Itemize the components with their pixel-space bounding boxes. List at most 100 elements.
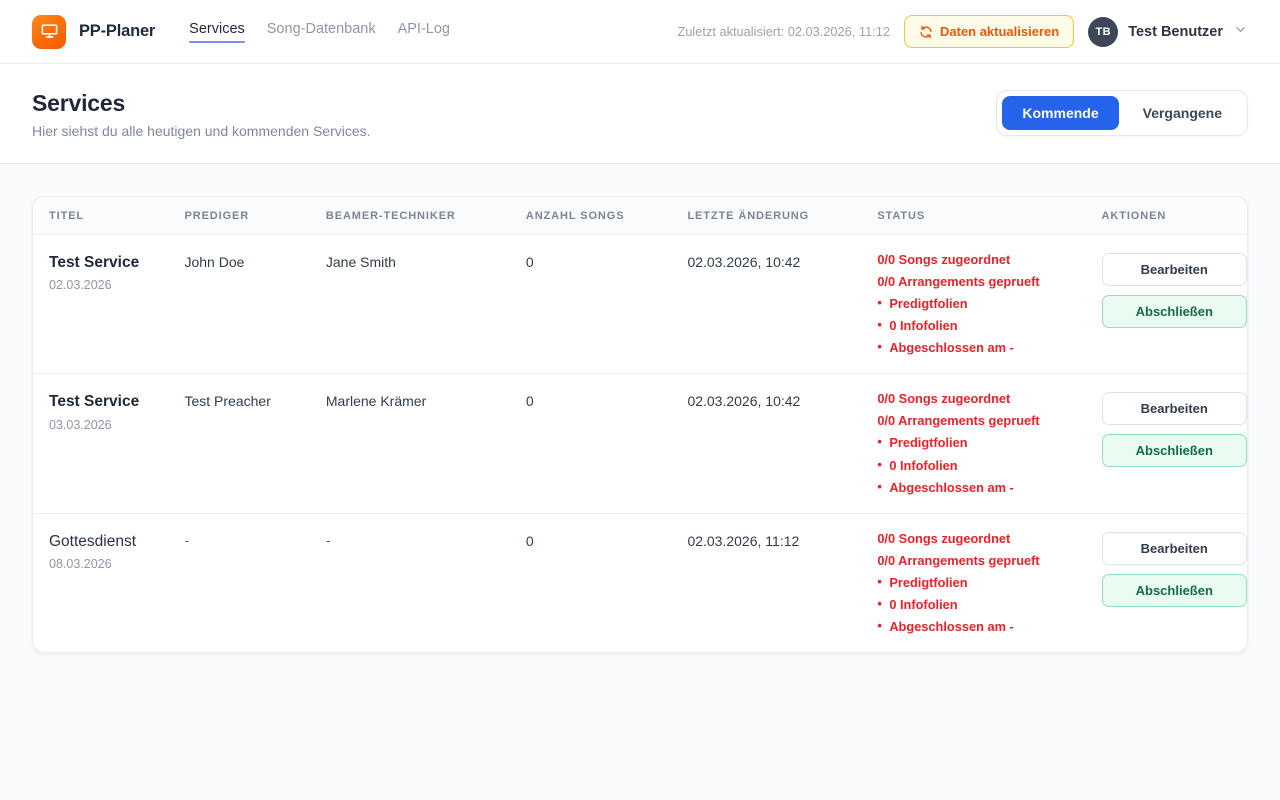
last-change-value: 02.03.2026, 10:42: [687, 393, 801, 410]
complete-button[interactable]: Abschließen: [1101, 295, 1247, 328]
filter-vergangene-button[interactable]: Vergangene: [1123, 96, 1242, 130]
row-actions: Bearbeiten Abschließen: [1101, 253, 1247, 328]
songs-count: 0: [525, 532, 534, 549]
status-infofolien: 0 Infofolien: [877, 318, 1101, 333]
last-change-value: 02.03.2026, 11:12: [687, 532, 800, 549]
user-name: Test Benutzer: [1128, 23, 1223, 40]
status-list: 0/0 Songs zugeordnet 0/0 Arrangements ge…: [877, 392, 1101, 494]
page-header: Services Hier siehst du alle heutigen un…: [0, 64, 1280, 164]
cell-status: 0/0 Songs zugeordnet 0/0 Arrangements ge…: [877, 513, 1101, 652]
main-nav: Services Song-Datenbank API-Log: [189, 21, 450, 43]
cell-status: 0/0 Songs zugeordnet 0/0 Arrangements ge…: [877, 373, 1102, 514]
page-title: Services: [32, 90, 126, 116]
brand-name: PP-Planer: [79, 22, 156, 40]
chevron-down-icon: [1233, 22, 1248, 42]
cell-prediger: -: [184, 513, 325, 652]
column-header-letzte-aenderung: LETZTE ÄNDERUNG: [687, 197, 878, 235]
status-predigtfolien: Predigtfolien: [877, 435, 1101, 450]
complete-button[interactable]: Abschließen: [1101, 573, 1247, 607]
status-infofolien: 0 Infofolien: [877, 457, 1101, 473]
table-body: Test Service 02.03.2026 John Doe Jane Sm…: [33, 234, 1247, 652]
status-predigtfolien: Predigtfolien: [877, 575, 1101, 590]
service-title: Test Service: [49, 254, 140, 271]
cell-beamer: -: [326, 513, 526, 652]
column-header-anzahl-songs: ANZAHL SONGS: [525, 197, 688, 235]
cell-aktionen: Bearbeiten Abschließen: [1101, 234, 1247, 375]
status-songs: 0/0 Songs zugeordnet: [877, 252, 1011, 267]
cell-status: 0/0 Songs zugeordnet 0/0 Arrangements ge…: [877, 234, 1102, 375]
status-songs: 0/0 Songs zugeordnet: [877, 530, 1011, 546]
cell-aktionen: Bearbeiten Abschließen: [1101, 513, 1247, 652]
column-header-beamer: BEAMER-TECHNIKER: [325, 197, 526, 235]
cell-prediger: John Doe: [184, 234, 326, 375]
beamer-value: Jane Smith: [325, 254, 396, 270]
status-arrangements: 0/0 Arrangements geprueft: [877, 552, 1040, 568]
nav-item-api-log[interactable]: API-Log: [397, 21, 450, 37]
edit-button[interactable]: Bearbeiten: [1101, 531, 1247, 565]
column-header-prediger: PREDIGER: [184, 197, 326, 235]
column-header-status: STATUS: [877, 197, 1102, 235]
cell-anzahl-songs: 0: [525, 234, 688, 375]
table-row[interactable]: Test Service 03.03.2026 Test Preacher Ma…: [33, 373, 1247, 514]
status-infofolien: 0 Infofolien: [877, 597, 1101, 612]
cell-letzte-aenderung: 02.03.2026, 11:12: [687, 513, 877, 652]
cell-letzte-aenderung: 02.03.2026, 10:42: [687, 373, 878, 514]
services-table: TITEL PREDIGER BEAMER-TECHNIKER ANZAHL S…: [33, 197, 1247, 652]
nav-item-song-datenbank[interactable]: Song-Datenbank: [266, 21, 376, 37]
refresh-button-label: Daten aktualisieren: [939, 24, 1060, 39]
service-date: 03.03.2026: [49, 417, 112, 432]
time-filter-toggle: Kommende Vergangene: [996, 90, 1248, 136]
cell-beamer: Marlene Krämer: [325, 373, 526, 514]
top-right-group: Zuletzt aktualisiert: 02.03.2026, 11:12 …: [678, 15, 1249, 48]
status-list: 0/0 Songs zugeordnet 0/0 Arrangements ge…: [877, 530, 1101, 634]
service-title: Gottesdienst: [49, 532, 137, 550]
column-header-titel: TITEL: [33, 197, 185, 235]
service-title: Test Service: [49, 393, 140, 411]
prediger-value: -: [184, 531, 190, 548]
status-arrangements: 0/0 Arrangements geprueft: [877, 413, 1040, 429]
refresh-icon: [919, 25, 933, 39]
page-subtitle: Hier siehst du alle heutigen und kommend…: [32, 123, 371, 139]
beamer-value: -: [325, 531, 331, 548]
cell-anzahl-songs: 0: [526, 513, 688, 652]
refresh-data-button[interactable]: Daten aktualisieren: [903, 15, 1075, 48]
table-header-row: TITEL PREDIGER BEAMER-TECHNIKER ANZAHL S…: [33, 197, 1247, 235]
column-header-aktionen: AKTIONEN: [1101, 197, 1247, 235]
status-arrangements: 0/0 Arrangements geprueft: [877, 274, 1040, 290]
brand[interactable]: PP-Planer: [32, 14, 156, 49]
songs-count: 0: [525, 254, 534, 270]
page-header-text: Services Hier siehst du alle heutigen un…: [32, 90, 371, 139]
filter-kommende-button[interactable]: Kommende: [1002, 96, 1119, 130]
projector-screen-icon: [32, 14, 66, 49]
cell-prediger: Test Preacher: [184, 373, 326, 514]
nav-item-services[interactable]: Services: [189, 21, 245, 43]
cell-titel: Test Service 02.03.2026: [33, 234, 185, 375]
cell-beamer: Jane Smith: [325, 234, 526, 375]
row-actions: Bearbeiten Abschließen: [1101, 531, 1247, 607]
complete-button[interactable]: Abschließen: [1101, 434, 1247, 468]
user-menu[interactable]: TB Test Benutzer: [1088, 16, 1248, 47]
table-row[interactable]: Gottesdienst 08.03.2026 - - 0 02.03.2026…: [33, 513, 1247, 652]
status-list: 0/0 Songs zugeordnet 0/0 Arrangements ge…: [877, 252, 1101, 355]
status-abgeschlossen: Abgeschlossen am -: [877, 340, 1101, 355]
edit-button[interactable]: Bearbeiten: [1101, 392, 1247, 426]
songs-count: 0: [525, 393, 534, 410]
content-area: TITEL PREDIGER BEAMER-TECHNIKER ANZAHL S…: [0, 164, 1280, 685]
prediger-value: John Doe: [184, 254, 245, 270]
cell-aktionen: Bearbeiten Abschließen: [1101, 373, 1247, 514]
table-head: TITEL PREDIGER BEAMER-TECHNIKER ANZAHL S…: [33, 197, 1247, 235]
status-abgeschlossen: Abgeschlossen am -: [877, 619, 1101, 634]
last-change-value: 02.03.2026, 10:42: [687, 254, 801, 270]
status-abgeschlossen: Abgeschlossen am -: [877, 480, 1101, 495]
edit-button[interactable]: Bearbeiten: [1101, 253, 1247, 286]
top-navigation-bar: PP-Planer Services Song-Datenbank API-Lo…: [0, 0, 1280, 64]
cell-letzte-aenderung: 02.03.2026, 10:42: [687, 234, 878, 375]
status-songs: 0/0 Songs zugeordnet: [877, 391, 1011, 407]
cell-titel: Test Service 03.03.2026: [33, 373, 185, 514]
service-date: 08.03.2026: [49, 557, 112, 571]
prediger-value: Test Preacher: [184, 393, 271, 410]
service-date: 02.03.2026: [49, 278, 112, 293]
last-updated-label: Zuletzt aktualisiert: 02.03.2026, 11:12: [677, 24, 890, 39]
table-row[interactable]: Test Service 02.03.2026 John Doe Jane Sm…: [33, 234, 1247, 375]
status-predigtfolien: Predigtfolien: [877, 296, 1101, 311]
